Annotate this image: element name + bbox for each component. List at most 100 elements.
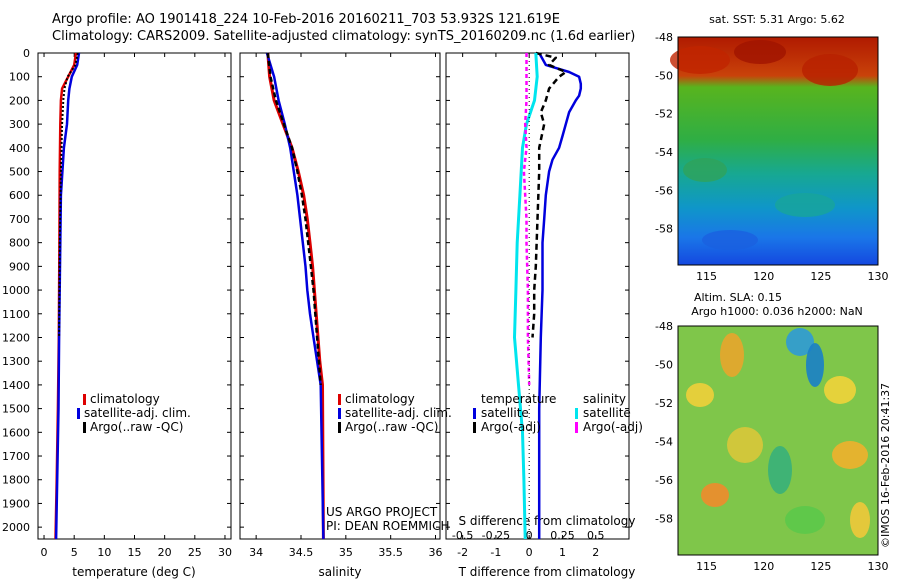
legend-salinity-title: salinity [583,392,626,406]
legend-temperature-title: temperature [481,392,556,406]
sla-feature [806,343,824,387]
x-tick-label: 0 [526,546,533,559]
temperature-axis-label: temperature (deg C) [72,565,195,579]
depth-tick-label: 400 [9,142,30,155]
lon-tick-label: 120 [753,270,774,283]
sla-map-frame [677,325,879,556]
t-difference-axis-label: T difference from climatology [458,565,636,579]
x-tick-label: 10 [97,546,111,559]
sal-satellite-line [265,52,325,540]
sal-argo-line [266,52,322,385]
depth-tick-label: 1800 [2,474,30,487]
lat-tick-label: -48 [655,31,673,44]
s-difference-axis-label: S difference from climatology [459,514,636,528]
credit-pi: PI: DEAN ROEMMICH [326,519,449,533]
legend-satellite-swatch [77,408,80,419]
legend-argo: Argo(..raw -QC) [90,420,183,434]
depth-tick-label: 200 [9,94,30,107]
sla-feature [701,483,729,507]
chart-title-line1: Argo profile: AO 1901418_224 10-Feb-2016… [52,12,560,27]
sst-feature [775,193,835,217]
depth-axis: 0 100 200 300 400 500 600 700 800 900 1000 1100 1200… [2,47,629,534]
x-tick-label: 35.5 [378,546,403,559]
sst-feature [802,54,858,86]
x-tick-label: -1 [490,546,501,559]
depth-tick-label: 1000 [2,284,30,297]
x-tick-label: 1 [559,546,566,559]
x-tick-label: 2 [592,546,599,559]
legend-argo-swatch [338,422,341,433]
sla-feature [686,383,714,407]
difference-x-axis: -2 -1 0 1 2 -0.5 -0.25 0 0.25 0.5 [452,53,605,559]
depth-tick-label: 1100 [2,308,30,321]
depth-tick-label: 1700 [2,450,30,463]
lat-tick-label: -56 [655,474,673,487]
depth-tick-label: 300 [9,118,30,131]
salinity-axis-label: salinity [318,565,361,579]
lon-tick-label: 125 [810,270,831,283]
credit-project: US ARGO PROJECT [326,505,438,519]
x-tick-label: 0 [41,546,48,559]
x-tick-label: 36 [429,546,443,559]
sla-map-title-2: Argo h1000: 0.036 h2000: NaN [691,305,863,318]
temperature-legend: climatology satellite-adj. clim. Argo(..… [77,392,191,434]
lat-tick-label: -58 [655,223,673,236]
depth-tick-label: 1400 [2,379,30,392]
lon-tick-label: 125 [810,560,831,573]
depth-tick-label: 900 [9,260,30,273]
sla-map [677,325,879,556]
sla-feature [832,441,868,469]
temp-satellite-line [54,52,81,540]
sst-feature [670,46,730,74]
temperature-x-axis: 0 5 10 15 20 25 30 [41,53,232,559]
depth-tick-label: 100 [9,71,30,84]
x-tick-label: 25 [188,546,202,559]
x-tick-label: 34 [249,546,263,559]
legend-satellite-adj: satellite-adj. clim. [84,406,191,420]
sst-feature [702,230,758,250]
depth-tick-label: 1900 [2,497,30,510]
depth-tick-label: 700 [9,213,30,226]
x-tick-label: 5 [71,546,78,559]
sla-feature [720,333,744,377]
x-tick-label: -2 [457,546,468,559]
legend-temp-argo-swatch [473,422,476,433]
sla-map-title-1: Altim. SLA: 0.15 [694,291,782,304]
legend-sal-argo: Argo(-adj) [583,420,643,434]
map-axes: -48 -50 -52 -54 -56 -58 115 120 125 130 -48 -50 -52 -… [655,31,888,573]
depth-tick-label: 1200 [2,331,30,344]
depth-tick-label: 2000 [2,521,30,534]
s-tick-label: 0.5 [587,529,605,542]
lat-tick-label: -52 [655,108,673,121]
depth-tick-label: 1600 [2,426,30,439]
sst-map [670,36,879,266]
depth-tick-label: 1500 [2,403,30,416]
lon-tick-label: 130 [868,560,889,573]
depth-tick-label: 800 [9,237,30,250]
sla-feature [785,506,825,534]
sal-climatology-line [266,52,325,540]
sst-feature [734,40,786,64]
lon-tick-label: 130 [868,270,889,283]
s-tick-label: -0.25 [482,529,510,542]
tdiff-satellite-line [537,52,583,539]
legend-climatology: climatology [90,392,160,406]
sst-feature [683,158,727,182]
sst-map-title: sat. SST: 5.31 Argo: 5.62 [709,13,845,26]
sla-feature [786,328,814,356]
s-tick-label: -0.5 [452,529,473,542]
difference-legend: temperature salinity satellite Argo(-adj… [473,392,643,434]
depth-tick-label: 600 [9,189,30,202]
difference-panel-frame [445,52,630,540]
x-tick-label: 20 [158,546,172,559]
legend-sal-satellite: satellite [583,406,631,420]
sdiff-argo-line [522,53,531,385]
salinity-legend: climatology satellite-adj. clim. Argo(..… [326,392,452,533]
sla-feature [824,376,856,404]
legend-climatology-swatch [83,394,86,405]
lon-tick-label: 115 [696,270,717,283]
x-tick-label: 30 [218,546,232,559]
legend-argo: Argo(..raw -QC) [345,420,438,434]
lat-tick-label: -54 [655,435,673,448]
